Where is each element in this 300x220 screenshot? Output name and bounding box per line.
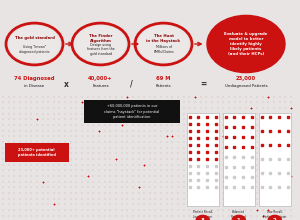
Text: 1: 1: [237, 218, 241, 220]
Text: The Hunt
in the Haystack: The Hunt in the Haystack: [146, 34, 181, 43]
Text: 3: 3: [201, 218, 205, 220]
Text: Features: Features: [92, 84, 109, 88]
Text: The gold standard: The gold standard: [15, 37, 54, 40]
Text: Using "known"
diagnosed patients: Using "known" diagnosed patients: [19, 45, 50, 54]
Text: in Disease: in Disease: [24, 84, 45, 88]
Text: Millions of
EMRs/Claims: Millions of EMRs/Claims: [153, 45, 174, 54]
Circle shape: [75, 26, 126, 62]
Text: Patients: Patients: [156, 84, 171, 88]
Text: Design using
features from the
gold standard: Design using features from the gold stan…: [87, 43, 114, 56]
Circle shape: [138, 26, 189, 62]
Circle shape: [268, 215, 281, 220]
Text: +60,000,000 patients in our
claims "haystack" for potential
patient identificati: +60,000,000 patients in our claims "hays…: [104, 104, 160, 119]
FancyBboxPatch shape: [84, 100, 180, 123]
FancyBboxPatch shape: [187, 113, 219, 206]
Text: /: /: [130, 80, 133, 88]
FancyBboxPatch shape: [4, 143, 69, 162]
Text: Balanced
Recall and
Precision: Balanced Recall and Precision: [232, 210, 246, 220]
Text: Perfect Recall;
Low Precision: Perfect Recall; Low Precision: [193, 210, 213, 218]
Circle shape: [207, 15, 285, 73]
Text: Evaluate & upgrade
model to better
identify highly
likely patients
(and their HC: Evaluate & upgrade model to better ident…: [224, 32, 268, 56]
FancyBboxPatch shape: [223, 113, 255, 206]
Text: Undiagnosed Patients: Undiagnosed Patients: [225, 84, 267, 88]
Text: The Finder
Algorithm: The Finder Algorithm: [89, 34, 112, 43]
Text: 2: 2: [273, 218, 277, 220]
Text: 23,000+ potential
patients identified: 23,000+ potential patients identified: [18, 148, 56, 157]
Text: 23,000: 23,000: [236, 76, 256, 81]
Text: x: x: [64, 80, 69, 88]
Text: 74 Diagnosed: 74 Diagnosed: [14, 76, 55, 81]
Circle shape: [232, 215, 245, 220]
Text: Low Recall;
Perfect Precision: Low Recall; Perfect Precision: [263, 210, 286, 218]
Circle shape: [196, 215, 209, 220]
Circle shape: [9, 26, 60, 62]
FancyBboxPatch shape: [259, 113, 291, 206]
Text: 69 M: 69 M: [156, 76, 171, 81]
Text: 40,000+: 40,000+: [88, 76, 113, 81]
Text: =: =: [200, 80, 206, 88]
